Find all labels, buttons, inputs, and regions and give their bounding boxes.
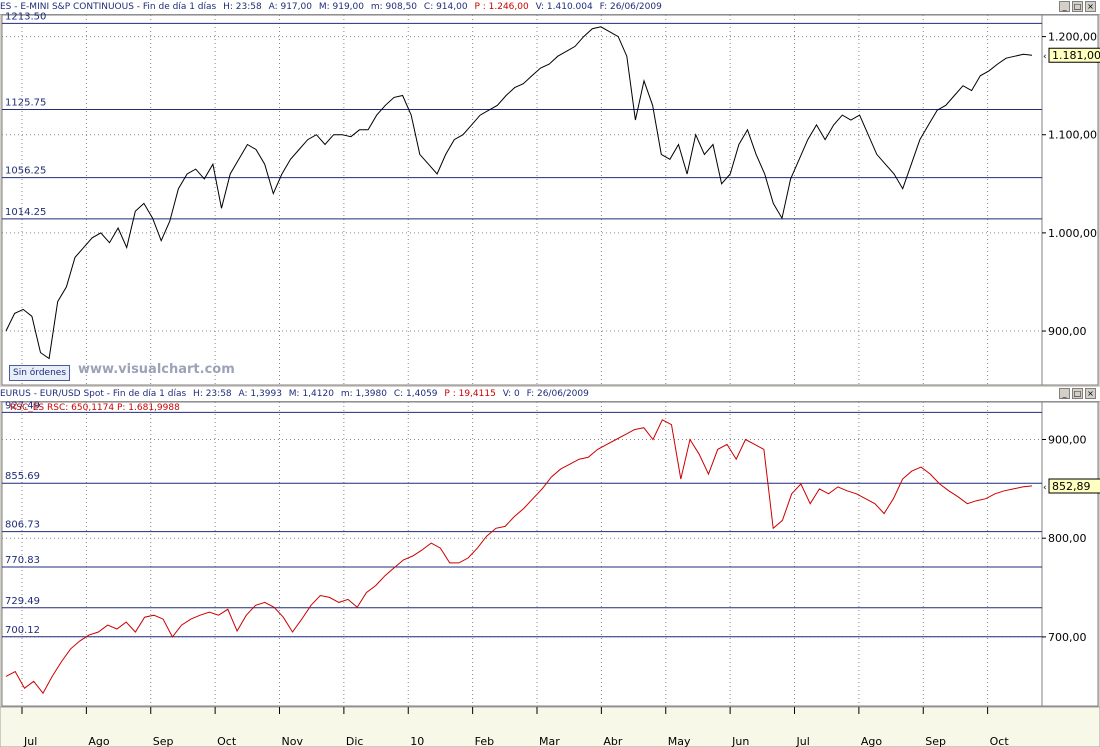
rsc-level-label: 927.49 xyxy=(5,400,40,411)
rsc-level-label: 770.83 xyxy=(5,555,40,566)
time-tick-label: Mar xyxy=(539,735,560,747)
price-ytick-label: 1.200,00 xyxy=(1048,31,1097,44)
bottom-maximize-button[interactable]: □ xyxy=(1072,388,1083,399)
bottom-a: A: 1,3993 xyxy=(238,389,282,399)
top-h: H: 23:58 xyxy=(223,2,262,12)
time-tick-label: Nov xyxy=(282,735,304,747)
price-series-line xyxy=(5,26,1033,360)
price-last-value-pointer: ‹ xyxy=(1043,52,1047,62)
rsc-series-line xyxy=(5,419,1033,695)
rsc-level-label: 855.69 xyxy=(5,471,40,482)
bottom-h: H: 23:58 xyxy=(193,389,232,399)
top-window-controls: _ □ × xyxy=(1059,1,1096,12)
time-tick-label: Jul xyxy=(796,735,810,747)
price-level-label: 1056.25 xyxy=(5,166,46,177)
time-axis-bg xyxy=(0,706,1100,747)
rsc-value-axis xyxy=(1041,401,1099,707)
bottom-c: C: 1,4059 xyxy=(393,389,438,399)
rsc-ytick-label: 900,00 xyxy=(1048,434,1087,447)
price-pane[interactable]: 900,00 1.000,00 1.100,00 1.200,00 1213.50 112… xyxy=(1,11,1100,386)
bottom-p: P : 19,4115 xyxy=(444,389,496,399)
price-last-value-text: 1.181,00 xyxy=(1052,49,1100,62)
time-tick-label: Jun xyxy=(731,735,749,747)
time-tick-label: Ago xyxy=(88,735,110,747)
time-tick-label: Abr xyxy=(603,735,623,747)
rsc-ytick-label: 800,00 xyxy=(1048,532,1087,545)
price-ytick-label: 1.000,00 xyxy=(1048,227,1097,240)
time-tick-label: Oct xyxy=(990,735,1010,747)
time-tick-label: May xyxy=(668,735,691,747)
bottom-minimize-button[interactable]: _ xyxy=(1059,388,1070,399)
time-tick-label: Feb xyxy=(475,735,494,747)
rsc-level-label: 729.49 xyxy=(5,596,40,607)
time-tick-label: Jul xyxy=(23,735,37,747)
top-maximize-button[interactable]: □ xyxy=(1072,1,1083,12)
time-tick-label: Sep xyxy=(153,735,174,747)
bottom-f: F: 26/06/2009 xyxy=(526,389,589,399)
time-tick-label: Oct xyxy=(217,735,237,747)
top-c: C: 914,00 xyxy=(423,2,468,12)
time-tick-label: Ago xyxy=(861,735,883,747)
price-plot-area xyxy=(1,14,1043,386)
top-m: M: 919,00 xyxy=(318,2,364,12)
price-value-axis xyxy=(1041,14,1099,386)
price-last-value-tag xyxy=(1048,47,1100,63)
time-tick-label: 10 xyxy=(410,735,424,747)
bottom-symbol: EURUS - EUR/USD Spot - Fin de día 1 días xyxy=(0,389,187,399)
watermark: www.visualchart.com xyxy=(78,362,235,377)
top-a: A: 917,00 xyxy=(268,2,312,12)
price-level-label: 1014.25 xyxy=(5,207,46,218)
top-p: P : 1.246,00 xyxy=(474,2,529,12)
indicator-label: RSC_ES RSC: 650,1174 P: 1.681,9988 xyxy=(10,403,180,413)
rsc-last-value-pointer: ‹ xyxy=(1043,483,1047,493)
bottom-v: V: 0 xyxy=(502,389,520,399)
top-f: F: 26/06/2009 xyxy=(599,2,662,12)
bottom-min: m: 1,3980 xyxy=(340,389,387,399)
rsc-last-value-tag xyxy=(1048,478,1100,494)
rsc-pane[interactable]: 700,00 800,00 900,00 927.49 855.69 806.73 770.… xyxy=(1,400,1100,707)
top-close-button[interactable]: × xyxy=(1085,1,1096,12)
rsc-ytick-label: 700,00 xyxy=(1048,631,1087,644)
orders-button[interactable]: Sin órdenes xyxy=(9,365,71,381)
rsc-level-label: 806.73 xyxy=(5,520,40,531)
price-level-label: 1125.75 xyxy=(5,97,46,108)
top-v: V: 1.410.004 xyxy=(535,2,593,12)
top-symbol: ES - E-MINI S&P CONTINUOUS - Fin de día … xyxy=(0,2,217,12)
bottom-window-controls: _ □ × xyxy=(1059,388,1096,399)
price-ytick-label: 1.100,00 xyxy=(1048,129,1097,142)
rsc-last-value-text: 852,89 xyxy=(1052,480,1091,493)
time-tick-label: Sep xyxy=(925,735,946,747)
time-axis: Jul Ago Sep Oct Nov Dic 10 Feb Mar Abr May Jun Jul Ag… xyxy=(0,706,1100,747)
rsc-level-label: 700.12 xyxy=(5,625,40,636)
bottom-close-button[interactable]: × xyxy=(1085,388,1096,399)
price-ytick-label: 900,00 xyxy=(1048,325,1087,338)
top-min: m: 908,50 xyxy=(370,2,418,12)
rsc-plot-area xyxy=(1,401,1043,707)
time-tick-label: Dic xyxy=(346,735,364,747)
top-minimize-button[interactable]: _ xyxy=(1059,1,1070,12)
bottom-m: M: 1,4120 xyxy=(288,389,334,399)
price-level-label: 1213.50 xyxy=(5,11,46,22)
